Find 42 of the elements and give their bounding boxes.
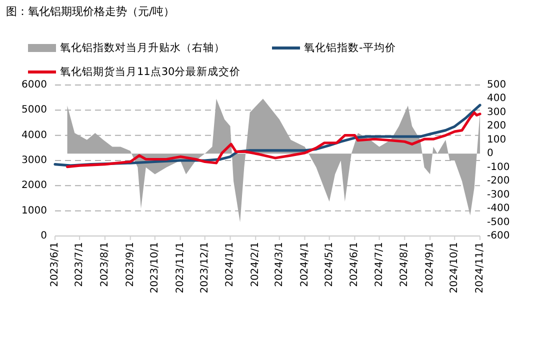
legend-label: 氧化铝期货当月11点30分最新成交价 [60, 65, 241, 78]
x-tick-label: 2023/9/1 [124, 242, 136, 287]
y2-tick-label: 300 [487, 106, 506, 118]
x-tick-label: 2024/10/1 [449, 242, 460, 294]
y2-tick-label: 0 [487, 148, 494, 160]
y-tick-label: 6000 [22, 80, 47, 90]
x-tick-label: 2023/8/1 [99, 242, 110, 287]
x-tick-label: 2024/1/1 [224, 242, 236, 287]
x-tick-label: 2023/10/1 [149, 242, 160, 294]
y-tick-label: 3000 [22, 155, 47, 166]
x-tick-label: 2023/12/1 [199, 242, 210, 294]
x-tick-label: 2023/7/1 [74, 242, 86, 287]
x-tick-label: 2024/9/1 [424, 242, 436, 287]
y-tick-label: 4000 [22, 130, 47, 141]
y2-tick-label: -100 [487, 162, 510, 173]
y2-tick-label: 100 [487, 134, 506, 146]
x-tick-label: 2023/6/1 [50, 242, 60, 287]
y-tick-label: 2000 [22, 180, 47, 192]
y2-tick-label: -300 [487, 189, 510, 200]
x-tick-label: 2024/7/1 [374, 242, 385, 287]
x-tick-label: 2024/3/1 [274, 242, 285, 287]
legend-label: 氧化铝指数-平均价 [304, 42, 396, 54]
x-tick-label: 2024/5/1 [324, 242, 335, 287]
x-tick-label: 2023/11/1 [174, 242, 186, 294]
y2-tick-label: -400 [487, 203, 510, 214]
y2-tick-label: -500 [487, 216, 510, 228]
y2-tick-label: 400 [487, 93, 506, 104]
x-tick-label: 2024/4/1 [299, 242, 310, 287]
y2-tick-label: -200 [487, 176, 510, 187]
y-tick-label: 1000 [22, 205, 47, 216]
y2-tick-label: 500 [487, 80, 506, 90]
y2-tick-label: 200 [487, 120, 506, 132]
y-tick-label: 5000 [22, 104, 47, 116]
y-tick-label: 0 [40, 230, 47, 242]
line-series [66, 111, 482, 168]
chart-title: 图：氧化铝期现价格走势（元/吨） [6, 5, 175, 18]
x-tick-label: 2024/6/1 [349, 242, 360, 287]
legend-label: 氧化铝指数对当月升贴水（右轴） [60, 41, 225, 54]
y2-tick-label: -600 [487, 230, 510, 242]
x-tick-label: 2024/11/1 [474, 242, 486, 294]
x-tick-label: 2024/2/1 [250, 242, 262, 287]
x-tick-label: 2024/8/1 [399, 242, 410, 287]
